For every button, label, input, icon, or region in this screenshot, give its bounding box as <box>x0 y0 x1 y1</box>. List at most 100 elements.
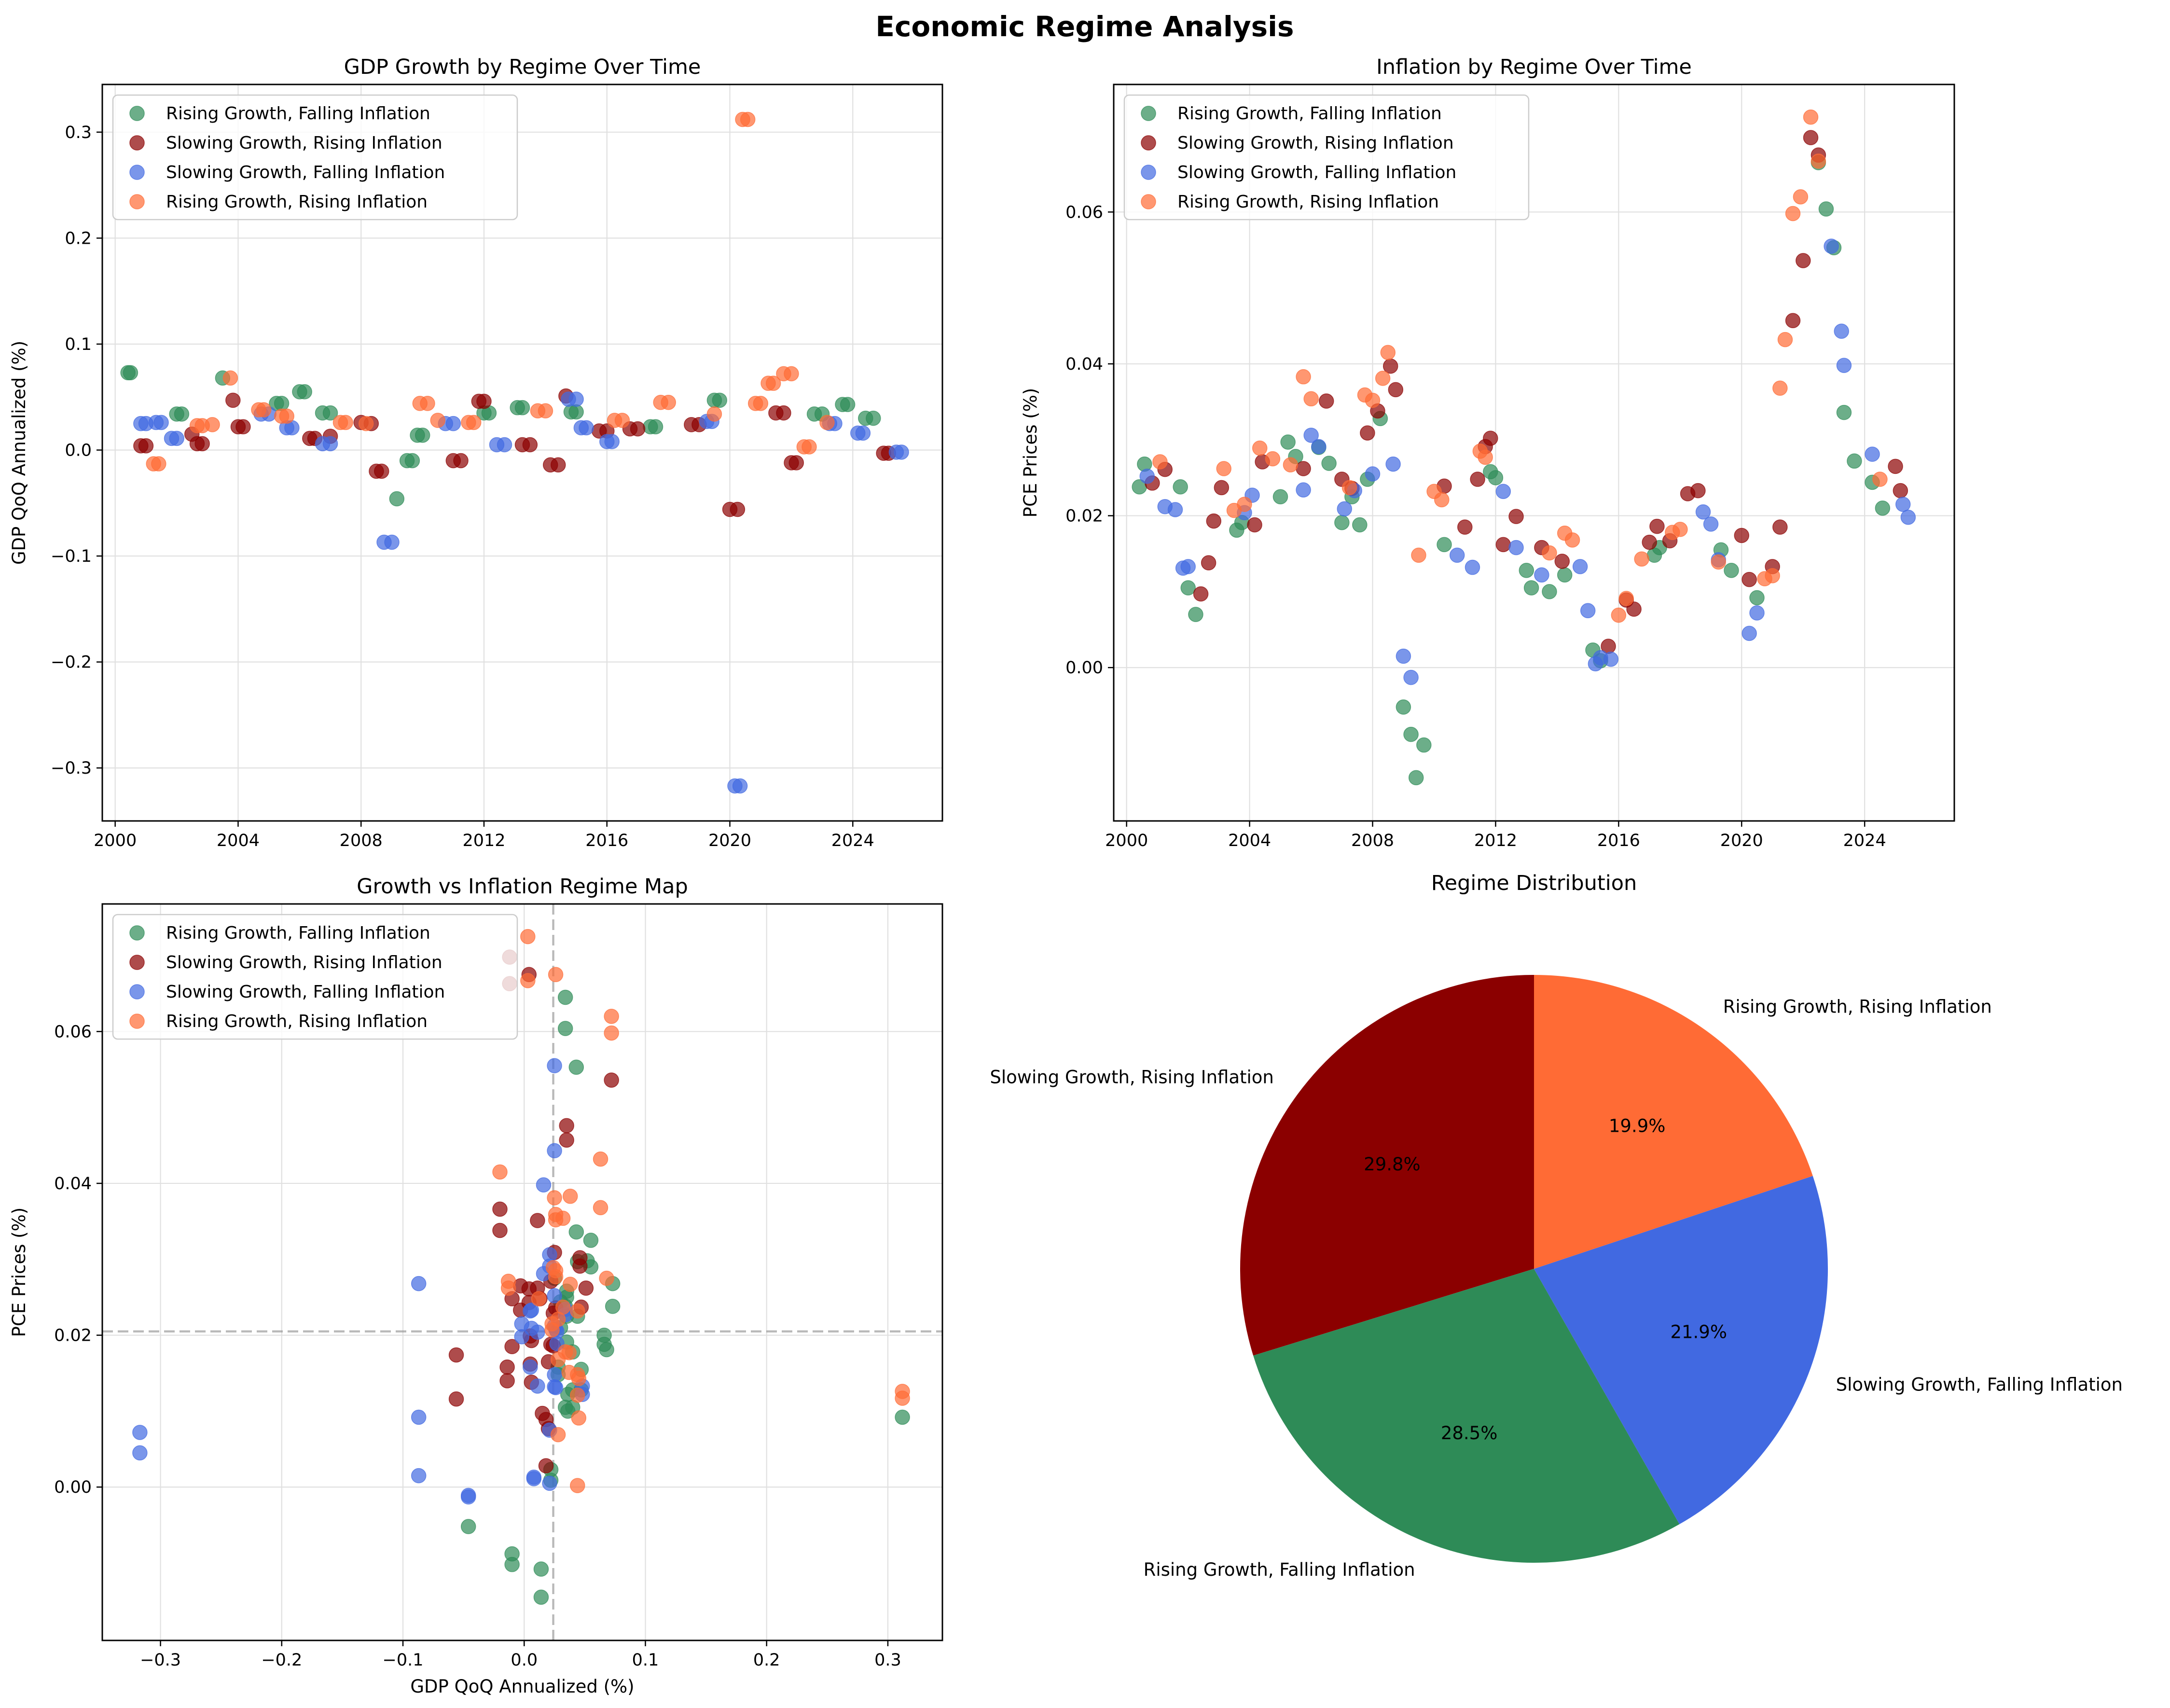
data-point: Slowing Growth, Rising Inflation <box>476 393 492 409</box>
data-point: Rising Growth, Rising Inflation <box>1380 345 1396 361</box>
data-point: Slowing Growth, Falling Inflation <box>547 1143 562 1159</box>
data-point: Slowing Growth, Rising Inflation <box>572 1250 588 1265</box>
y-axis-label: PCE Prices (%) <box>1020 388 1041 518</box>
legend-marker <box>129 955 145 970</box>
data-point: Slowing Growth, Rising Inflation <box>235 419 251 434</box>
data-point: Slowing Growth, Rising Inflation <box>551 457 566 473</box>
data-point: Slowing Growth, Falling Inflation <box>732 778 748 794</box>
data-point: Slowing Growth, Falling Inflation <box>523 1303 538 1319</box>
data-point: Rising Growth, Falling Inflation <box>1352 517 1368 533</box>
data-point: Rising Growth, Falling Inflation <box>1523 580 1539 596</box>
x-tick-label: 2016 <box>1597 831 1640 850</box>
data-point: Slowing Growth, Falling Inflation <box>1900 509 1916 525</box>
plot-frame <box>1113 83 1955 822</box>
y-tick-label: −0.2 <box>51 653 92 672</box>
data-point: Slowing Growth, Rising Inflation <box>1247 517 1262 533</box>
data-point: Slowing Growth, Rising Inflation <box>522 437 538 453</box>
data-point: Slowing Growth, Rising Inflation <box>604 1072 619 1088</box>
data-point: Rising Growth, Rising Inflation <box>1237 497 1252 512</box>
data-point: Rising Growth, Falling Inflation <box>533 1561 549 1577</box>
data-point: Slowing Growth, Falling Inflation <box>523 1359 538 1375</box>
data-point: Rising Growth, Falling Inflation <box>1173 479 1188 495</box>
x-tick-label: 2016 <box>585 831 628 850</box>
data-point: Rising Growth, Rising Inflation <box>550 1311 566 1327</box>
data-point: Slowing Growth, Rising Inflation <box>1690 483 1706 499</box>
y-tick-label: 0.2 <box>65 229 92 248</box>
x-tick-label: 0.3 <box>874 1651 901 1670</box>
data-point: Rising Growth, Rising Inflation <box>570 1388 585 1403</box>
x-tick-label: 2004 <box>1228 831 1271 850</box>
data-point: Slowing Growth, Rising Inflation <box>1772 519 1788 535</box>
data-point: Rising Growth, Rising Inflation <box>151 456 166 472</box>
gdp-time-panel: Rising Growth, Falling Inflation Rising G… <box>9 55 943 850</box>
data-point: Rising Growth, Rising Inflation <box>1296 369 1311 385</box>
data-point: Slowing Growth, Falling Inflation <box>604 434 620 449</box>
data-point: Slowing Growth, Falling Inflation <box>1572 559 1588 574</box>
series-3-points: Rising Growth, Rising Inflation Rising Gr… <box>1152 109 1888 623</box>
legend-marker <box>129 165 145 180</box>
y-tick-label: 0.3 <box>65 123 92 142</box>
data-point: Slowing Growth, Rising Inflation <box>730 501 746 517</box>
legend-label: Rising Growth, Rising Inflation <box>166 1012 428 1031</box>
data-point: Rising Growth, Falling Inflation <box>504 1556 520 1572</box>
data-point: Rising Growth, Rising Inflation <box>614 413 630 428</box>
data-point: Rising Growth, Rising Inflation <box>1564 532 1580 548</box>
data-point: Slowing Growth, Falling Inflation <box>1167 502 1183 517</box>
data-point: Rising Growth, Falling Inflation <box>123 365 138 380</box>
data-point: Rising Growth, Rising Inflation <box>593 1151 608 1167</box>
data-point: Rising Growth, Rising Inflation <box>562 1188 578 1204</box>
data-point: Rising Growth, Rising Inflation <box>1634 551 1649 567</box>
data-point: Rising Growth, Rising Inflation <box>222 370 238 386</box>
data-point: Slowing Growth, Falling Inflation <box>1403 669 1419 685</box>
data-point: Slowing Growth, Falling Inflation <box>1139 469 1155 484</box>
data-point: Slowing Growth, Rising Inflation <box>1193 586 1209 602</box>
data-point: Rising Growth, Falling Inflation <box>866 410 881 426</box>
series-2-points: Slowing Growth, Falling InflationSlowing… <box>133 391 909 794</box>
x-tick-label: −0.3 <box>140 1651 181 1670</box>
data-point: Rising Growth, Falling Inflation <box>1321 456 1337 471</box>
data-point: Rising Growth, Rising Inflation <box>1303 391 1319 407</box>
data-point: Rising Growth, Rising Inflation <box>1803 109 1819 125</box>
data-point: Rising Growth, Rising Inflation <box>593 1200 608 1216</box>
x-tick-label: 2024 <box>1843 831 1886 850</box>
data-point: Slowing Growth, Falling Inflation <box>1508 540 1524 555</box>
legend-frame <box>112 914 518 1040</box>
data-point: Rising Growth, Rising Inflation <box>1411 547 1426 563</box>
data-point: Slowing Growth, Rising Inflation <box>504 1339 520 1354</box>
slice-label: Rising Growth, Rising Inflation <box>1723 997 1992 1017</box>
x-tick-label: 0.0 <box>511 1651 538 1670</box>
data-point: Slowing Growth, Rising Inflation <box>448 1347 464 1363</box>
data-point: Rising Growth, Falling Inflation <box>1542 584 1557 599</box>
data-point: Rising Growth, Rising Inflation <box>706 406 722 422</box>
data-point: Rising Growth, Falling Inflation <box>605 1299 621 1314</box>
data-point: Slowing Growth, Falling Inflation <box>1580 603 1596 618</box>
data-point: Rising Growth, Rising Inflation <box>531 1291 547 1306</box>
legend-marker <box>1141 194 1156 209</box>
data-point: Rising Growth, Rising Inflation <box>1365 392 1381 408</box>
series-1-points: Slowing Growth, Rising Inflation Slowing … <box>133 388 897 517</box>
data-point: Slowing Growth, Falling Inflation <box>1303 428 1319 443</box>
data-point: Slowing Growth, Rising Inflation <box>1888 458 1903 474</box>
data-point: Slowing Growth, Falling Inflation <box>530 1378 545 1394</box>
y-tick-label: 0.00 <box>1065 658 1103 678</box>
x-tick-label: 2008 <box>340 831 383 850</box>
data-point: Slowing Growth, Rising Inflation <box>1360 425 1375 441</box>
pie-slice <box>1534 975 1813 1269</box>
data-point: Rising Growth, Falling Inflation <box>1875 500 1891 516</box>
data-point: Slowing Growth, Falling Inflation <box>1385 456 1401 472</box>
x-tick-label: 2012 <box>462 831 505 850</box>
data-point: Rising Growth, Rising Inflation <box>895 1384 910 1399</box>
pie-slice <box>1240 975 1534 1356</box>
regime-map-panel: Rising Growth, Falling Inflation Rising G… <box>9 875 943 1697</box>
y-tick-label: 0.1 <box>65 335 92 354</box>
data-point: Rising Growth, Rising Inflation <box>802 439 817 455</box>
data-point: Rising Growth, Falling Inflation <box>568 1224 584 1240</box>
data-point: Slowing Growth, Rising Inflation <box>492 1201 508 1217</box>
data-point: Rising Growth, Rising Inflation <box>520 973 536 988</box>
legend-label: Slowing Growth, Falling Inflation <box>166 163 445 182</box>
data-point: Rising Growth, Rising Inflation <box>338 415 353 430</box>
data-point: Rising Growth, Rising Inflation <box>1542 545 1557 561</box>
data-point: Slowing Growth, Rising Inflation <box>453 453 469 469</box>
